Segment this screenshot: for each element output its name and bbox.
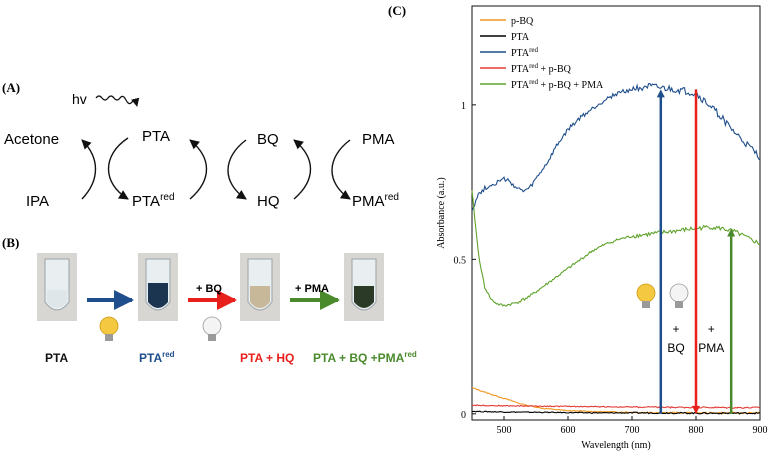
x-tick-label: 900 xyxy=(753,425,768,436)
legend-label: PTAred xyxy=(511,46,539,59)
scheme-pma: PMA xyxy=(362,131,395,148)
scheme-pta: PTA xyxy=(142,128,170,145)
cycle-arrow-ipa-acetone xyxy=(81,139,97,200)
tube-fill-blue xyxy=(148,283,168,308)
series-line xyxy=(471,386,761,415)
annotation-arrowhead xyxy=(656,89,665,98)
legend-label: PTAred + p-BQ xyxy=(511,62,572,75)
series-line xyxy=(471,410,761,415)
cycle-arrow-pta-ptared xyxy=(107,137,129,200)
photo-pta-bq-pmared xyxy=(344,253,384,321)
annotation-arrowhead xyxy=(727,228,736,237)
hv-wavy-arrow xyxy=(95,95,140,107)
cycle-arrow-ptared-pta xyxy=(189,139,207,200)
caption-pta-red: PTAred xyxy=(139,350,175,365)
x-tick-label: 800 xyxy=(689,425,704,436)
x-tick-label: 500 xyxy=(497,425,512,436)
scheme-ipa: IPA xyxy=(26,193,49,210)
chart-series xyxy=(471,83,761,415)
lightbulb-off-icon xyxy=(202,316,222,341)
cycle-arrow-pma-pmared xyxy=(331,139,351,200)
legend-label: PTAred + p-BQ + PMA xyxy=(511,78,604,91)
chart-lightbulb-on-icon xyxy=(636,283,656,308)
annotation-label: BQ xyxy=(667,341,684,355)
x-axis-label: Wavelength (nm) xyxy=(581,440,650,451)
panel-a-label: (A) xyxy=(2,80,20,95)
tube-fill-green xyxy=(354,286,374,308)
annotation-arrowhead xyxy=(692,405,700,414)
cycle-arrow-hq-bq xyxy=(293,139,311,200)
annotation-label: PMA xyxy=(698,341,724,355)
caption-pta-hq: PTA + HQ xyxy=(240,351,294,365)
annotation-label: + xyxy=(672,322,679,336)
scheme-acetone: Acetone xyxy=(4,131,59,148)
photo-pta-hq xyxy=(240,253,280,321)
photo-pta-red xyxy=(138,253,178,321)
legend-label: p-BQ xyxy=(511,16,534,27)
x-tick-label: 700 xyxy=(625,425,640,436)
series-line xyxy=(471,83,761,212)
y-tick-label: 1 xyxy=(461,101,466,112)
lightbulb-on-icon xyxy=(99,316,119,341)
panel-c-label: (C) xyxy=(388,3,406,18)
chart: 500 600 700 800 900 0 0.5 1 + BQ + PMA p-BQ PTA PTAr… xyxy=(436,5,768,451)
scheme-pta-red: PTAred xyxy=(132,192,175,210)
scheme-pma-red: PMAred xyxy=(352,192,399,210)
series-line xyxy=(471,190,761,307)
chart-legend: p-BQ PTA PTAred PTAred + p-BQ PTAred + p-BQ … xyxy=(480,16,604,91)
y-axis-label: Absorbance (a.u.) xyxy=(436,177,447,248)
chart-annotations: + BQ + PMA xyxy=(656,89,736,414)
caption-pta: PTA xyxy=(45,351,68,365)
scheme-bq: BQ xyxy=(257,131,279,148)
arrow-pma-label: + PMA xyxy=(295,283,329,295)
tube-fill-beige xyxy=(250,286,270,308)
arrow-bq-label: + BQ xyxy=(196,283,222,295)
y-tick-label: 0.5 xyxy=(454,255,467,266)
hv-label: hv xyxy=(72,91,87,107)
panel-b-label: (B) xyxy=(2,235,19,250)
photo-pta xyxy=(37,253,77,321)
annotation-label: + xyxy=(708,322,715,336)
x-tick-label: 600 xyxy=(561,425,576,436)
cycle-arrow-bq-hq xyxy=(227,139,247,200)
chart-ticks: 500 600 700 800 900 0 0.5 1 xyxy=(454,101,768,436)
scheme-hq: HQ xyxy=(257,193,280,210)
plot-frame xyxy=(471,5,761,421)
y-tick-label: 0 xyxy=(461,410,466,421)
series-line xyxy=(471,404,761,409)
caption-pta-bq-pmared: PTA + BQ +PMAred xyxy=(313,350,417,365)
legend-label: PTA xyxy=(511,32,530,43)
chart-lightbulb-off-icon xyxy=(669,283,689,308)
